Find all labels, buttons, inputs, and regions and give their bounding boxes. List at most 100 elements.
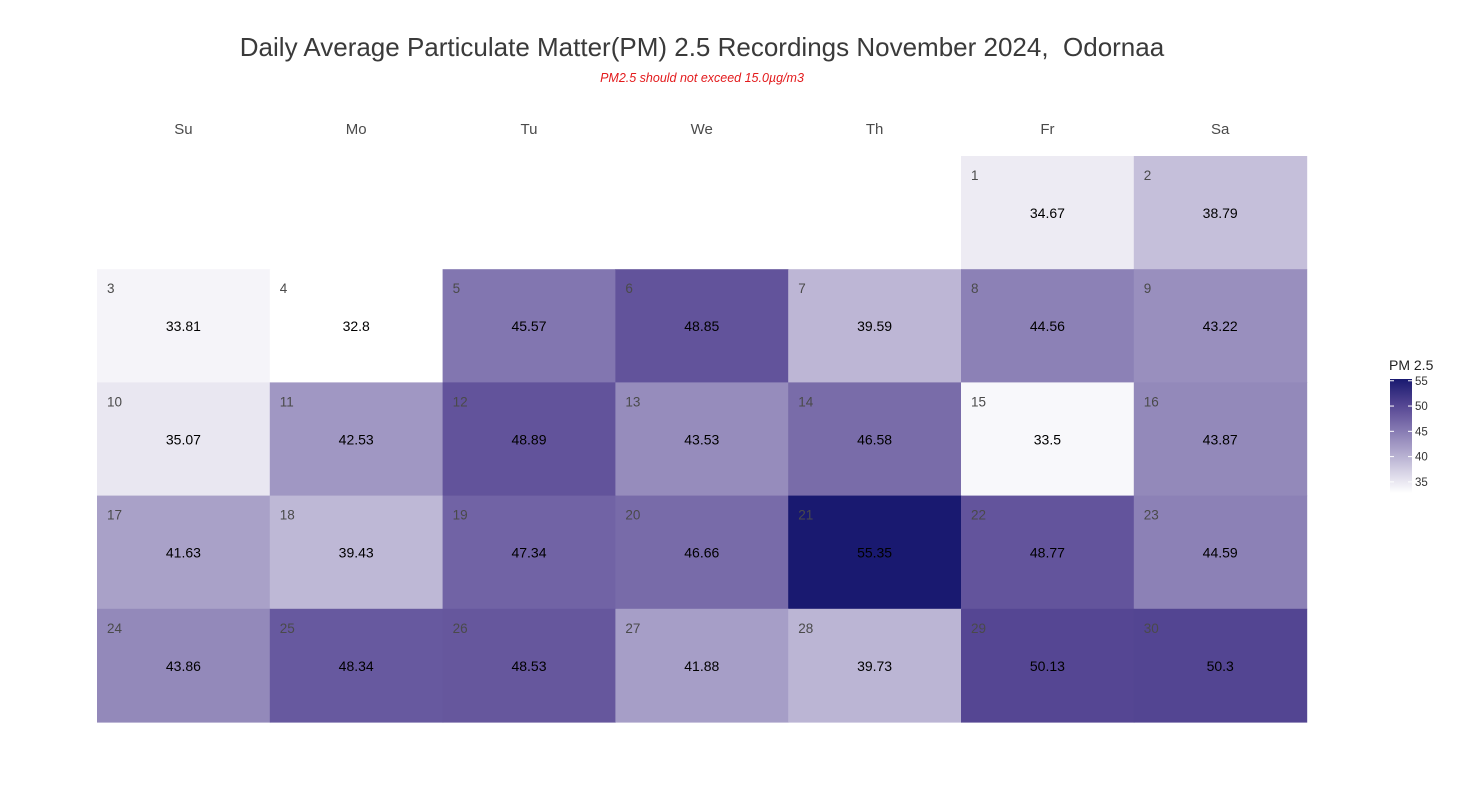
day-cell: 545.57 bbox=[442, 269, 616, 383]
day-cell: 29 50.13 bbox=[961, 608, 1135, 723]
day-cell-fill bbox=[97, 608, 271, 723]
day-cell: 13 43.53 bbox=[615, 382, 789, 497]
weekday-label: Mo bbox=[346, 121, 367, 138]
day-number: 30 bbox=[1144, 621, 1159, 636]
legend-tick-label: 55 bbox=[1415, 376, 1428, 388]
weekday-label: Th bbox=[866, 121, 884, 138]
day-cell: 27 41.88 bbox=[615, 608, 789, 723]
day-cell: 333.81 bbox=[97, 269, 271, 383]
day-cell-fill bbox=[269, 495, 444, 610]
day-number: 23 bbox=[1144, 508, 1159, 523]
day-cell: 30 50.3 bbox=[1133, 608, 1308, 723]
day-number: 1 bbox=[971, 168, 979, 183]
weekday-label: Fr bbox=[1040, 121, 1054, 138]
day-cell: 26 48.53 bbox=[442, 608, 616, 723]
day-cell: 11 42.53 bbox=[269, 382, 444, 497]
chart-title: Daily Average Particulate Matter(PM) 2.5… bbox=[239, 32, 1165, 62]
day-cell: 14 46.58 bbox=[788, 382, 962, 497]
day-cell: 21 55.35 bbox=[788, 495, 962, 610]
day-value-label: 48.77 bbox=[1030, 545, 1065, 561]
day-number: 21 bbox=[798, 508, 813, 523]
day-number: 28 bbox=[798, 621, 813, 636]
day-value-label: 48.53 bbox=[511, 658, 546, 674]
day-value-label: 45.57 bbox=[511, 318, 546, 334]
day-value-label: 39.59 bbox=[857, 318, 892, 334]
weekday-label: We bbox=[691, 121, 713, 138]
day-number: 14 bbox=[798, 394, 814, 409]
day-value-label: 43.53 bbox=[684, 431, 719, 447]
day-value-label: 32.8 bbox=[343, 318, 370, 334]
day-number: 5 bbox=[453, 281, 461, 296]
day-number: 27 bbox=[625, 621, 640, 636]
day-cell-fill bbox=[788, 608, 962, 723]
day-cell: 238.79 bbox=[1133, 156, 1308, 270]
day-value-label: 50.13 bbox=[1030, 658, 1065, 674]
day-number: 20 bbox=[625, 508, 640, 523]
day-value-label: 43.22 bbox=[1203, 318, 1238, 334]
day-cell-fill bbox=[1133, 382, 1308, 497]
day-cell-fill bbox=[961, 608, 1135, 723]
day-number: 7 bbox=[798, 281, 806, 296]
day-value-label: 47.34 bbox=[511, 545, 546, 561]
day-cell-fill bbox=[615, 269, 789, 383]
day-cell-fill bbox=[97, 382, 271, 497]
day-number: 19 bbox=[453, 508, 468, 523]
day-cell: 15 33.5 bbox=[961, 382, 1135, 497]
day-cell: 739.59 bbox=[788, 269, 962, 383]
day-number: 17 bbox=[107, 508, 122, 523]
day-cell-fill bbox=[788, 269, 962, 383]
day-value-label: 33.81 bbox=[166, 318, 201, 334]
day-cell: 25 48.34 bbox=[269, 608, 444, 723]
day-number: 18 bbox=[280, 508, 295, 523]
day-value-label: 41.88 bbox=[684, 658, 719, 674]
day-cell: 432.8 bbox=[269, 269, 444, 383]
day-number: 10 bbox=[107, 394, 122, 409]
day-value-label: 46.66 bbox=[684, 545, 719, 561]
day-value-label: 42.53 bbox=[339, 431, 374, 447]
day-value-label: 35.07 bbox=[166, 431, 201, 447]
day-number: 8 bbox=[971, 281, 979, 296]
day-cell-fill bbox=[615, 382, 789, 497]
day-cell-fill bbox=[1133, 495, 1308, 610]
day-cell-fill bbox=[961, 382, 1135, 497]
day-cell: 12 48.89 bbox=[442, 382, 616, 497]
day-number: 2 bbox=[1144, 168, 1152, 183]
day-value-label: 39.73 bbox=[857, 658, 892, 674]
day-value-label: 48.34 bbox=[339, 658, 374, 674]
day-cell: 28 39.73 bbox=[788, 608, 962, 723]
day-cell-fill bbox=[788, 495, 962, 610]
day-number: 15 bbox=[971, 394, 986, 409]
day-cell-fill bbox=[788, 382, 962, 497]
day-value-label: 48.89 bbox=[511, 431, 546, 447]
day-number: 6 bbox=[625, 281, 633, 296]
day-cell-fill bbox=[442, 608, 616, 723]
day-cell: 19 47.34 bbox=[442, 495, 616, 610]
day-number: 29 bbox=[971, 621, 986, 636]
chart-subtitle: PM2.5 should not exceed 15.0µg/m3 bbox=[600, 71, 804, 85]
day-value-label: 33.5 bbox=[1034, 431, 1061, 447]
day-cell: 23 44.59 bbox=[1133, 495, 1308, 610]
day-number: 24 bbox=[107, 621, 123, 636]
day-value-label: 43.87 bbox=[1203, 431, 1238, 447]
day-number: 3 bbox=[107, 281, 115, 296]
day-value-label: 41.63 bbox=[166, 545, 201, 561]
weekday-label: Su bbox=[174, 121, 192, 138]
legend-tick-label: 35 bbox=[1415, 477, 1428, 489]
day-cell: 10 35.07 bbox=[97, 382, 271, 497]
day-value-label: 46.58 bbox=[857, 431, 892, 447]
day-cell: 134.67 bbox=[961, 156, 1135, 270]
day-number: 26 bbox=[453, 621, 468, 636]
day-cell-fill bbox=[442, 495, 616, 610]
day-cell-fill bbox=[97, 269, 271, 383]
day-number: 22 bbox=[971, 508, 986, 523]
day-cell-fill bbox=[615, 495, 789, 610]
legend-colorbar bbox=[1390, 379, 1412, 493]
day-number: 13 bbox=[625, 394, 640, 409]
day-number: 16 bbox=[1144, 394, 1159, 409]
day-cell: 17 41.63 bbox=[97, 495, 271, 610]
day-cell: 18 39.43 bbox=[269, 495, 444, 610]
day-cell: 943.22 bbox=[1133, 269, 1308, 383]
weekday-label: Tu bbox=[521, 121, 538, 138]
day-cell-fill bbox=[961, 495, 1135, 610]
day-cell-fill bbox=[442, 382, 616, 497]
